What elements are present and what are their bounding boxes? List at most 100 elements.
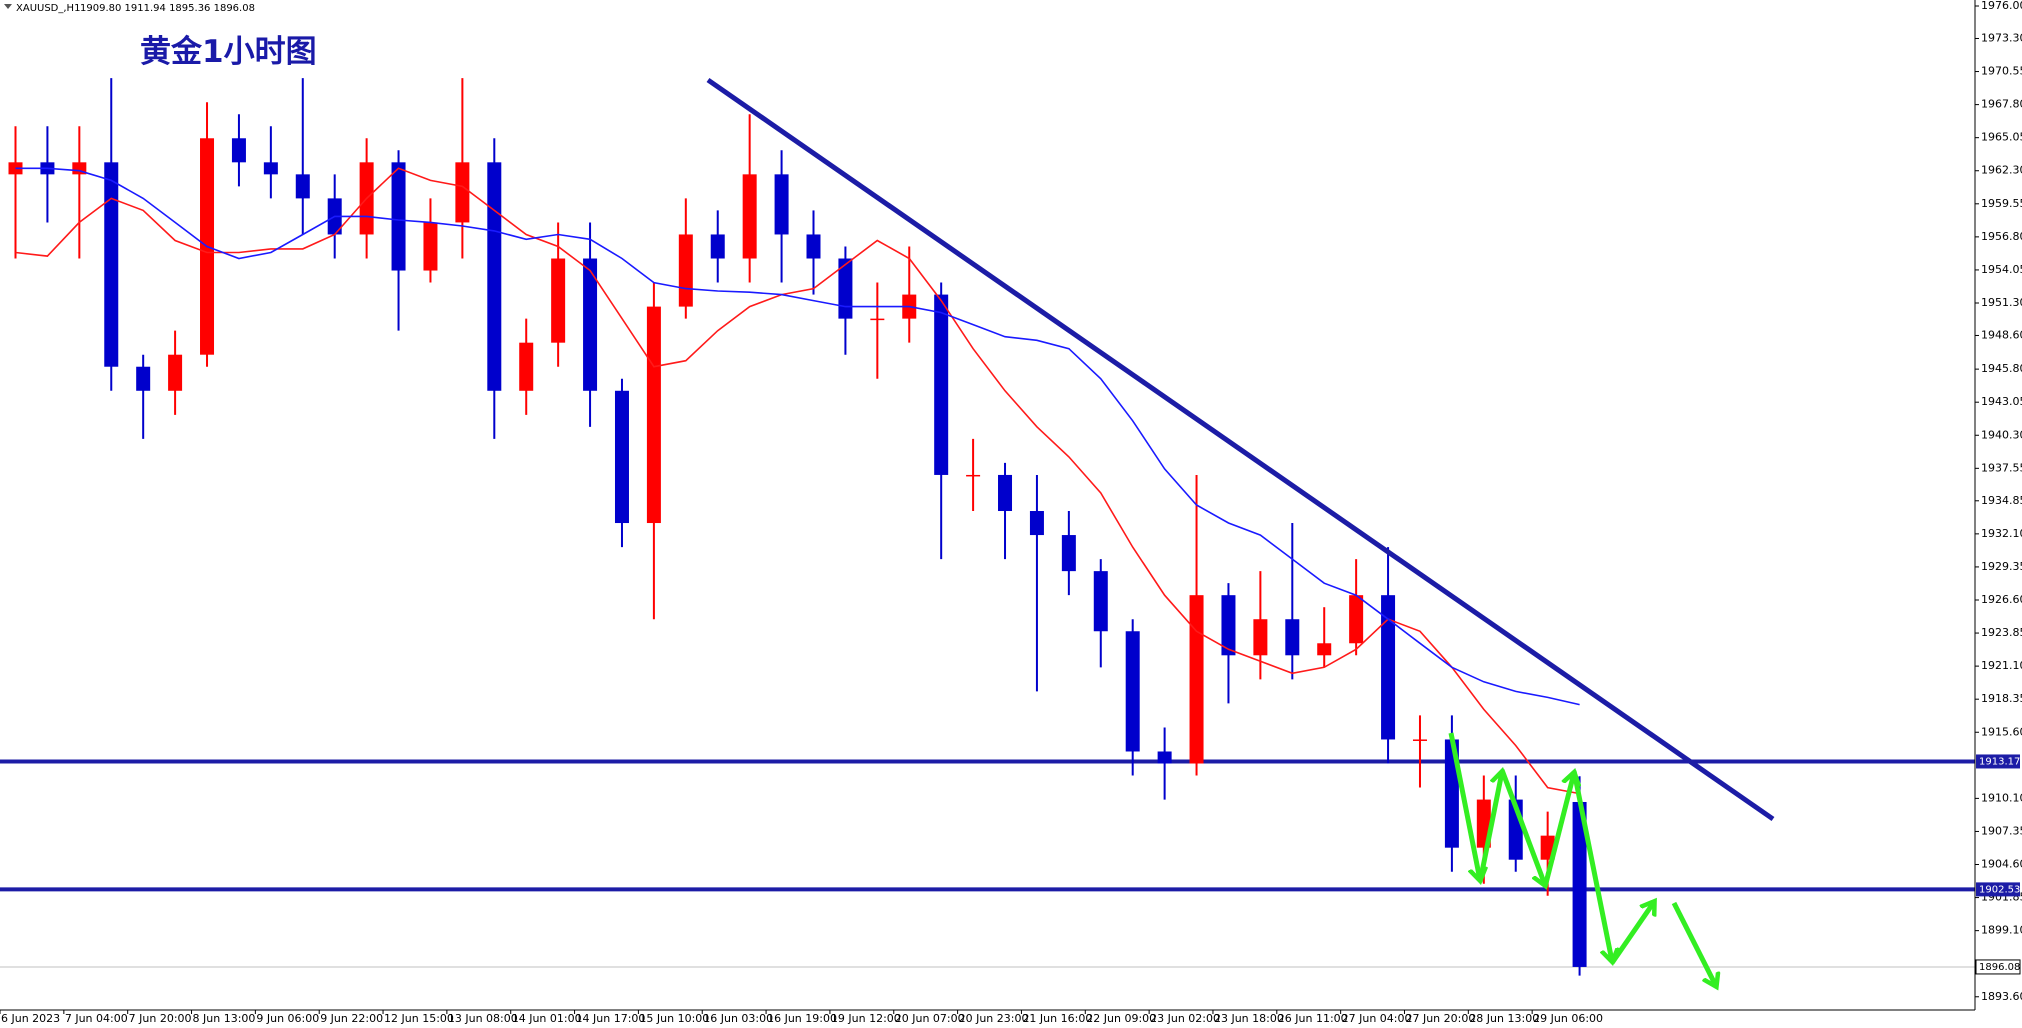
- x-tick-label: 28 Jun 13:00: [1469, 1012, 1539, 1024]
- y-tick-label: 1948.60: [1981, 328, 2022, 341]
- x-tick-label: 21 Jun 16:00: [1022, 1012, 1092, 1024]
- candle-body: [1157, 751, 1172, 764]
- y-tick-label: 1976.00: [1981, 0, 2022, 12]
- candle-body: [1125, 631, 1140, 752]
- x-tick-label: 19 Jun 12:00: [831, 1012, 901, 1024]
- candle-body: [966, 474, 981, 477]
- candle-body: [231, 138, 246, 163]
- candle-body: [1221, 595, 1236, 656]
- y-tick-label: 1923.85: [1981, 626, 2022, 639]
- candle-body: [1093, 571, 1108, 632]
- header-arrow: [4, 4, 12, 9]
- y-tick-label: 1904.60: [1981, 858, 2022, 871]
- moving-average: [15, 167, 1580, 795]
- candle-body: [136, 366, 151, 391]
- x-tick-label: 12 Jun 15:00: [384, 1012, 454, 1024]
- arrow: [1571, 770, 1612, 961]
- x-tick-label: 23 Jun 02:00: [1150, 1012, 1220, 1024]
- arrow: [1542, 773, 1574, 888]
- y-tick-label: 1918.35: [1981, 692, 2022, 705]
- y-tick-label: 1973.30: [1981, 31, 2022, 44]
- ma-layer: [15, 167, 1580, 795]
- y-tick-label: 1934.85: [1981, 494, 2022, 507]
- candle-body: [104, 162, 119, 367]
- candle-body: [295, 174, 310, 199]
- y-tick-label: 1899.10: [1981, 924, 2022, 937]
- candle-body: [391, 162, 406, 271]
- candle-body: [423, 222, 438, 271]
- x-tick-label: 16 Jun 19:00: [767, 1012, 837, 1024]
- chart-title: 黄金1小时图: [140, 34, 317, 70]
- y-tick-label: 1945.80: [1981, 362, 2022, 375]
- y-tick-label: 1956.80: [1981, 230, 2022, 243]
- x-tick-label: 8 Jun 13:00: [193, 1012, 256, 1024]
- candle-body: [1412, 739, 1427, 741]
- y-tick-label: 1940.30: [1981, 428, 2022, 441]
- x-tick-label: 16 Jun 03:00: [703, 1012, 773, 1024]
- symbol: XAUUSD_,H1: [16, 3, 80, 14]
- candle-body: [1317, 643, 1332, 656]
- y-tick-label: 1937.55: [1981, 461, 2022, 474]
- ohlc-text: 1909.80 1911.94 1895.36 1896.08: [80, 3, 255, 14]
- y-tick-label: 1907.35: [1981, 824, 2022, 837]
- y-tick-label: 1965.05: [1981, 131, 2022, 144]
- candle-body: [998, 474, 1013, 512]
- candle-body: [806, 234, 821, 259]
- x-tick-label: 7 Jun 04:00: [65, 1012, 128, 1024]
- candle-body: [934, 294, 949, 475]
- level-label: 1902.53: [1979, 884, 2020, 895]
- x-tick-label: 22 Jun 09:00: [1086, 1012, 1156, 1024]
- y-tick-label: 1932.10: [1981, 527, 2022, 540]
- arrow: [1609, 902, 1654, 965]
- x-tick-label: 13 Jun 08:00: [448, 1012, 518, 1024]
- moving-average: [15, 167, 1580, 706]
- candle-body: [583, 258, 598, 391]
- y-tick-label: 1962.30: [1981, 164, 2022, 177]
- x-tick-label: 23 Jun 18:00: [1214, 1012, 1284, 1024]
- candle-body: [487, 162, 502, 391]
- arrow: [1499, 769, 1545, 885]
- candle-body: [455, 162, 470, 223]
- level-label: 1913.17: [1979, 756, 2020, 767]
- candle-body: [742, 174, 757, 259]
- y-tick-label: 1967.80: [1981, 98, 2022, 111]
- candle-body: [1189, 595, 1204, 764]
- trend-line: [706, 77, 1775, 822]
- y-tick-label: 1951.30: [1981, 296, 2022, 309]
- forecast-arrows: [1448, 732, 1716, 986]
- y-tick-label: 1926.60: [1981, 593, 2022, 606]
- candle-body: [870, 318, 885, 321]
- level-label-box: [1976, 882, 2020, 897]
- y-tick-label: 1921.10: [1981, 659, 2022, 672]
- x-tick-label: 14 Jun 17:00: [576, 1012, 646, 1024]
- x-tick-label: 27 Jun 04:00: [1342, 1012, 1412, 1024]
- x-tick-label: 20 Jun 23:00: [959, 1012, 1029, 1024]
- candle-body: [1029, 511, 1044, 536]
- y-tick-label: 1910.10: [1981, 791, 2022, 804]
- x-tick-label: 29 Jun 06:00: [1533, 1012, 1603, 1024]
- candle-body: [646, 306, 661, 524]
- candle-body: [774, 174, 789, 235]
- candle-body: [1253, 619, 1268, 656]
- candle-body: [1572, 801, 1587, 967]
- x-tick-label: 14 Jun 01:00: [512, 1012, 582, 1024]
- arrow: [1671, 901, 1716, 986]
- y-tick-label: 1915.60: [1981, 725, 2022, 738]
- y-tick-label: 1954.05: [1981, 263, 2022, 276]
- candle-body: [519, 342, 534, 391]
- x-tick-label: 26 Jun 11:00: [1278, 1012, 1348, 1024]
- y-tick-label: 1970.55: [1981, 65, 2022, 78]
- x-tick-label: 7 Jun 20:00: [129, 1012, 192, 1024]
- y-tick-label: 1893.60: [1981, 990, 2022, 1003]
- last-price-label: 1896.08: [1979, 962, 2020, 973]
- arrow: [1477, 772, 1502, 883]
- candle-body: [614, 390, 629, 524]
- y-tick-label: 1943.05: [1981, 395, 2022, 408]
- candle-body: [168, 354, 183, 391]
- candle-body: [1381, 595, 1396, 740]
- levels-layer: [0, 759, 1975, 968]
- x-tick-label: 15 Jun 10:00: [639, 1012, 709, 1024]
